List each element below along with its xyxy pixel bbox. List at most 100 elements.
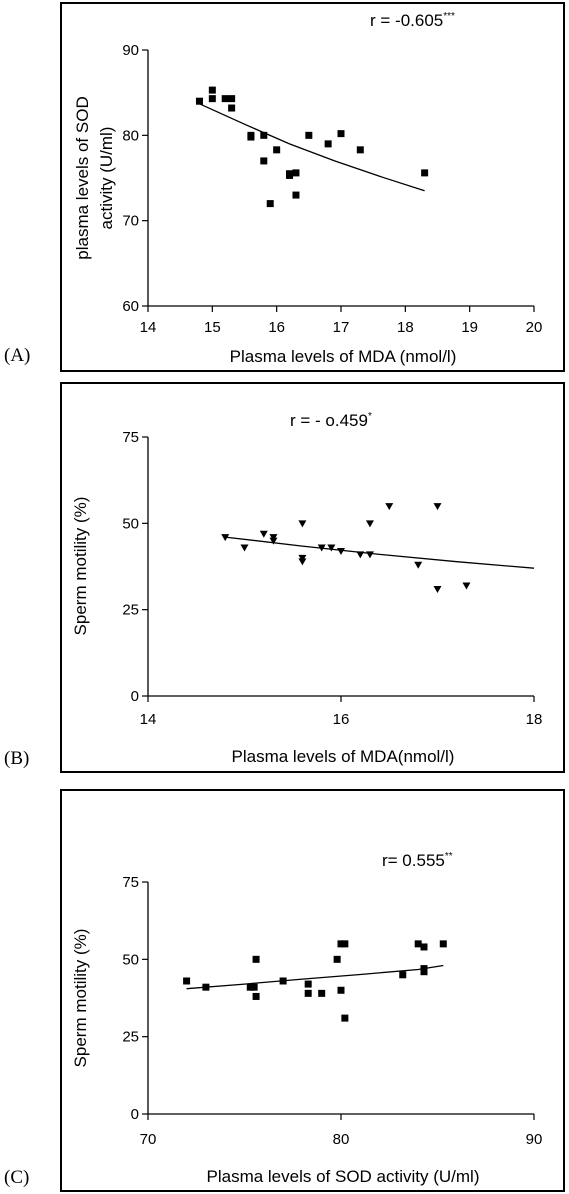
panel-b-frame [60, 382, 565, 773]
data-point [273, 146, 281, 154]
fit-line [199, 103, 425, 192]
y-tick-label: 75 [122, 429, 139, 446]
significance-stars: *** [443, 11, 455, 22]
data-point [252, 992, 260, 1000]
panel-c-frame [60, 789, 565, 1192]
data-point [246, 983, 254, 991]
data-point [298, 558, 307, 566]
data-point [183, 977, 191, 985]
data-point [304, 980, 312, 988]
data-point [337, 130, 345, 138]
x-tick-label: 20 [526, 319, 543, 336]
x-tick-label: 15 [204, 319, 221, 336]
x-tick-label: 18 [526, 711, 543, 728]
y-tick-label: 0 [131, 688, 139, 705]
correlation-annotation: r = - o.459* [290, 411, 372, 430]
data-point [420, 968, 428, 976]
data-point [462, 582, 471, 590]
data-point [304, 989, 312, 997]
data-point [433, 585, 442, 593]
data-point [365, 551, 374, 559]
data-point [221, 95, 229, 103]
y-tick-label: 70 [122, 213, 139, 230]
data-point [399, 971, 407, 979]
data-point [259, 530, 268, 538]
x-axis-label: Plasma levels of MDA (nmol/l) [230, 347, 457, 366]
y-tick-label: 50 [122, 951, 139, 968]
panel-a: (A) 14 15 16 17 18 19 20 60 70 80 90 r = -0.605*** P… [0, 0, 569, 374]
data-point [337, 986, 345, 994]
data-point [208, 86, 216, 94]
x-tick-label: 90 [526, 1131, 543, 1148]
x-tick-label: 19 [461, 319, 478, 336]
panel-b-label: (B) [4, 748, 30, 769]
data-point [221, 534, 230, 542]
data-point [341, 1014, 349, 1022]
data-point [337, 547, 345, 555]
data-point [252, 955, 260, 963]
x-tick-label: 16 [268, 319, 285, 336]
x-tick-label: 16 [333, 711, 350, 728]
chart-c: 70 80 90 0 25 50 75 r= 0.555** Plasma levels of … [71, 851, 543, 1186]
x-tick-label: 18 [397, 319, 414, 336]
data-point [266, 200, 274, 208]
y-tick-label: 60 [122, 298, 139, 315]
correlation-annotation: r = -0.605*** [370, 11, 455, 30]
y-tick-label: 90 [122, 42, 139, 59]
data-point [365, 520, 374, 528]
panel-a-frame [60, 2, 565, 372]
data-point [228, 104, 236, 112]
x-tick-label: 80 [333, 1131, 350, 1148]
panel-c: (C) 70 80 90 0 25 50 75 r= 0.555** Plasma levels… [0, 787, 569, 1194]
data-point [286, 171, 294, 179]
data-point [356, 551, 365, 559]
y-tick-label: 0 [131, 1106, 139, 1123]
data-point [202, 983, 210, 991]
y-tick-label: 80 [122, 127, 139, 144]
significance-stars: ** [445, 851, 453, 862]
data-point [208, 95, 216, 103]
fit-line [225, 536, 535, 569]
x-tick-label: 17 [333, 319, 350, 336]
data-point [439, 940, 447, 948]
data-point [337, 940, 345, 948]
y-tick-label: 25 [122, 1029, 139, 1046]
data-point [305, 131, 313, 139]
data-point [195, 97, 203, 105]
data-point [260, 131, 268, 139]
data-point [298, 520, 307, 528]
data-point [228, 95, 236, 103]
x-axis-label: Plasma levels of MDA(nmol/l) [232, 747, 455, 766]
x-axis-label: Plasma levels of SOD activity (U/ml) [207, 1167, 480, 1186]
data-point [327, 544, 336, 552]
data-point [421, 169, 429, 177]
x-tick-label: 14 [140, 711, 157, 728]
x-tick-label: 14 [140, 319, 157, 336]
correlation-annotation: r= 0.555** [382, 851, 453, 870]
data-point [341, 940, 349, 948]
data-point [240, 544, 249, 552]
data-point [385, 503, 394, 511]
chart-b: 14 16 18 0 25 50 75 r = - o.459* Plasma levels o… [71, 411, 543, 766]
y-tick-label: 50 [122, 515, 139, 532]
panel-a-label: (A) [4, 345, 31, 366]
y-tick-label: 25 [122, 602, 139, 619]
data-point [414, 561, 423, 569]
data-point [433, 503, 442, 511]
data-point [333, 955, 341, 963]
y-axis-label: Sperm motility (%) [71, 929, 90, 1068]
data-point [250, 983, 258, 991]
panel-c-label: (C) [4, 1167, 30, 1188]
data-point [247, 133, 255, 141]
data-point [292, 169, 300, 177]
panel-b: (B) 14 16 18 0 25 50 75 r = - o.459* Plasma leve… [0, 380, 569, 775]
data-point [356, 146, 364, 154]
data-point [279, 977, 287, 985]
y-tick-label: 75 [122, 874, 139, 891]
data-point [414, 940, 422, 948]
data-point [260, 157, 268, 165]
data-point [318, 989, 326, 997]
chart-a: 14 15 16 17 18 19 20 60 70 80 90 r = -0.605*** Plasm… [73, 11, 543, 366]
significance-stars: * [368, 411, 372, 422]
data-point [420, 943, 428, 951]
